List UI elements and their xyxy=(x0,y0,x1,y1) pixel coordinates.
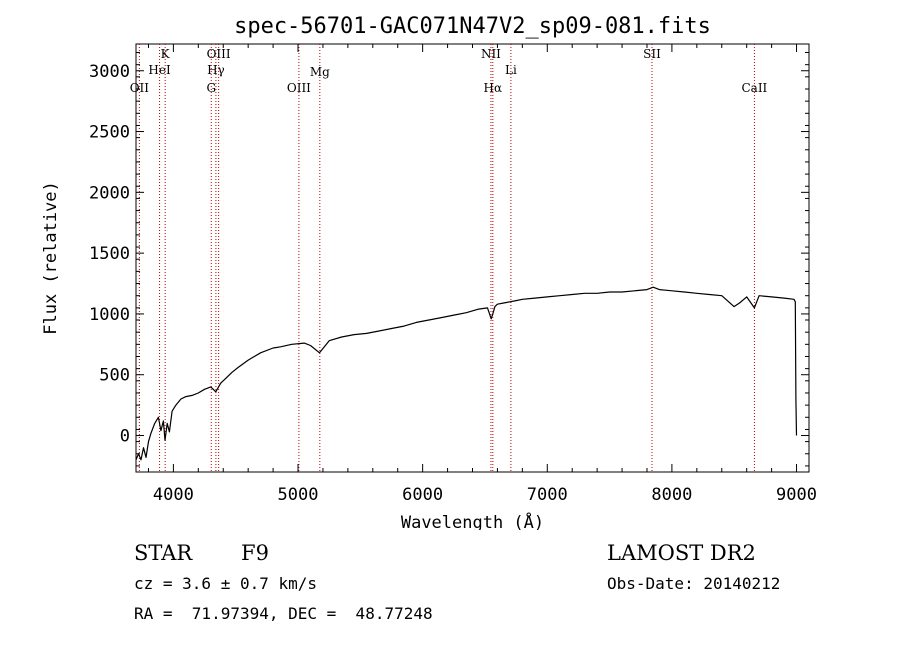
spectral-line-label: CaII xyxy=(741,81,767,95)
spectral-line-label: NII xyxy=(481,47,501,61)
spectral-line-label: G xyxy=(206,81,216,95)
spectral-line-label: HeI xyxy=(148,63,171,77)
object-class: STAR xyxy=(134,541,193,565)
survey-label: LAMOST DR2 xyxy=(607,541,756,565)
object-subclass: F9 xyxy=(241,541,269,565)
x-axis-label: Wavelength (Å) xyxy=(401,511,544,530)
y-tick-label: 1000 xyxy=(89,305,130,325)
spectral-line-label: Hγ xyxy=(207,63,225,77)
spectral-line-label: Hα xyxy=(484,81,503,95)
spectral-line-label: OII xyxy=(130,81,150,95)
x-tick-label: 8000 xyxy=(651,485,692,505)
spectral-line-label: K xyxy=(161,47,171,61)
x-tick-label: 6000 xyxy=(402,485,443,505)
plot-frame xyxy=(135,43,810,473)
y-tick-label: 3000 xyxy=(89,62,130,82)
spectral-line-label: Mg xyxy=(310,65,330,79)
spectral-line-label: SII xyxy=(643,47,661,61)
y-tick-label: 2000 xyxy=(89,183,130,203)
x-tick-label: 9000 xyxy=(776,485,817,505)
redshift-text: cz = 3.6 ± 0.7 km/s xyxy=(134,574,318,593)
chart-title: spec-56701-GAC071N47V2_sp09-081.fits xyxy=(234,14,711,39)
coordinates-text: RA = 71.97394, DEC = 48.77248 xyxy=(134,604,433,623)
y-tick-label: 1500 xyxy=(89,244,130,264)
obs-date-text: Obs-Date: 20140212 xyxy=(607,574,781,593)
y-axis-label: Flux (relative) xyxy=(41,181,61,335)
spectrum-line-0 xyxy=(135,286,798,461)
y-tick-label: 0 xyxy=(120,427,130,447)
spectrum-plot: spec-56701-GAC071N47V2_sp09-081.fits OII H… xyxy=(41,14,817,533)
y-tick-label: 500 xyxy=(99,366,130,386)
spectral-line-label: Li xyxy=(505,63,517,77)
x-tick-label: 5000 xyxy=(278,485,319,505)
spectral-line-label: OIII xyxy=(287,81,311,95)
x-tick-label: 7000 xyxy=(527,485,568,505)
spectral-line-label: OIII xyxy=(207,47,231,61)
x-tick-label: 4000 xyxy=(153,485,194,505)
y-tick-label: 2500 xyxy=(89,123,130,143)
